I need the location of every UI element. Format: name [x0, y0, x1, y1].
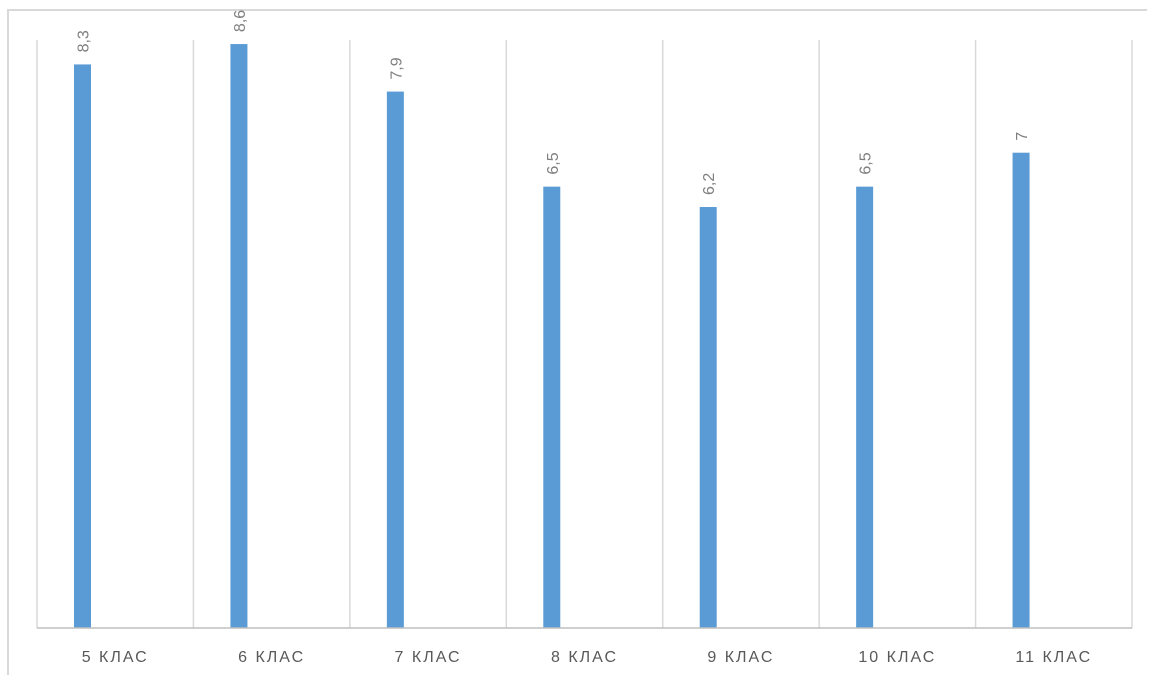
bar-3 [386, 91, 404, 629]
chart-frame [7, 9, 1147, 675]
category-label-2: 6 КЛАС [238, 649, 305, 666]
category-label-3: 7 КЛАС [395, 649, 462, 666]
data-label-5: 6,2 [701, 173, 718, 195]
category-label-6: 10 КЛАС [858, 649, 936, 666]
bar-5 [699, 207, 717, 628]
bar-2 [230, 44, 248, 629]
data-label-2: 8,6 [232, 10, 249, 32]
category-label-1: 5 КЛАС [82, 649, 149, 666]
data-label-4: 6,5 [545, 152, 562, 174]
bar-1 [74, 64, 91, 629]
data-label-6: 6,5 [858, 152, 875, 174]
category-label-4: 8 КЛАС [551, 649, 618, 666]
category-label-7: 11 КЛАС [1015, 649, 1092, 666]
data-label-7: 7 [1014, 132, 1031, 141]
data-label-1: 8,3 [76, 30, 93, 52]
data-label-3: 7,9 [388, 57, 405, 79]
bar-6 [856, 186, 874, 628]
bar-4 [543, 186, 561, 628]
bar-7 [1012, 152, 1030, 628]
category-label-5: 9 КЛАС [707, 649, 774, 666]
